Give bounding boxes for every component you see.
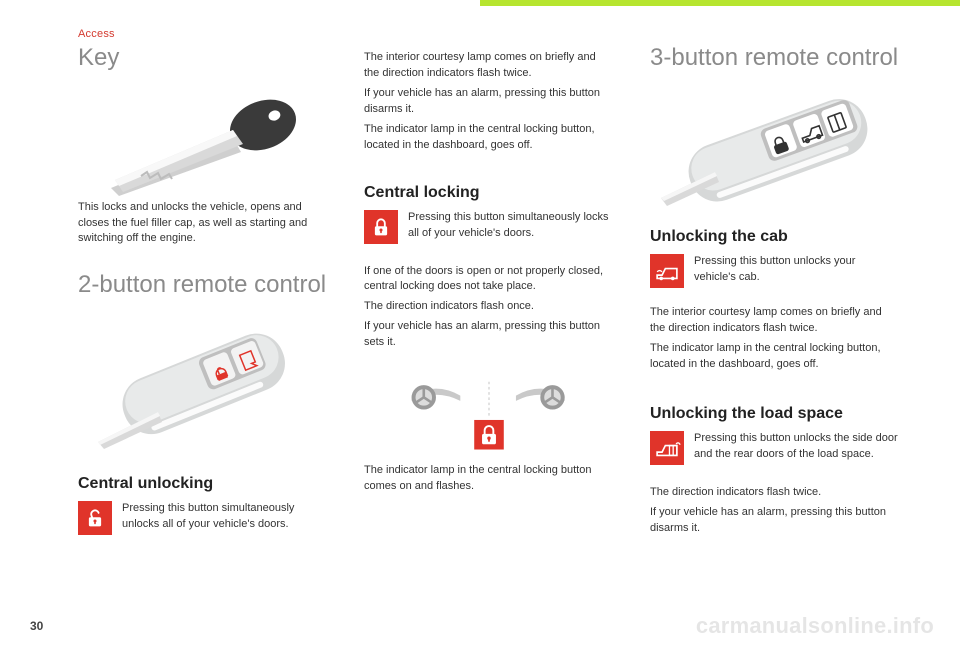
heading-unlock-load: Unlocking the load space [650,405,900,423]
illustration-remote2 [78,307,328,457]
p-comes-on: The indicator lamp in the central lockin… [364,463,614,495]
illustration-key [78,80,328,200]
dashboard-svg [389,363,589,463]
top-accent-bar [480,0,960,6]
cab-text: Pressing this button unlocks your vehicl… [694,254,900,286]
top-bar [0,0,960,18]
cab-icon [650,254,684,288]
section-label: Access [78,28,115,40]
row-unlock-load: Pressing this button unlocks the side do… [650,431,900,467]
remote2-svg [88,307,318,457]
van-cab-icon [653,257,681,285]
p-flash-once: The direction indicators flash once. [364,299,614,315]
padlock-open-icon [82,505,108,531]
heading-central-unlocking: Central unlocking [78,475,328,493]
unlock-text: Pressing this button simultaneously unlo… [122,501,328,533]
illustration-dashboard [364,363,614,463]
p-open-door: If one of the doors is open or not prope… [364,264,614,296]
row-central-locking: Pressing this button simultaneously lock… [364,210,614,246]
page-number: 30 [30,619,43,633]
heading-unlock-cab: Unlocking the cab [650,228,900,246]
lock-text: Pressing this button simultaneously lock… [408,210,614,242]
remote3-svg [655,80,895,210]
p-courtesy2: The interior courtesy lamp comes on brie… [650,305,900,337]
heading-key: Key [78,44,328,72]
p-alarm-set: If your vehicle has an alarm, pressing t… [364,319,614,351]
heading-3button: 3-button remote control [650,44,900,72]
row-unlock-cab: Pressing this button unlocks your vehicl… [650,254,900,290]
lock-icon [364,210,398,244]
column-2: The interior courtesy lamp comes on brie… [364,44,614,609]
column-3: 3-button remote control [650,44,900,609]
key-description: This locks and unlocks the vehicle, open… [78,200,328,248]
load-text: Pressing this button unlocks the side do… [694,431,900,463]
p-courtesy1: The interior courtesy lamp comes on brie… [364,50,614,82]
p-alarm-disarm: If your vehicle has an alarm, pressing t… [364,86,614,118]
load-icon [650,431,684,465]
heading-2button: 2-button remote control [78,271,328,299]
row-central-unlocking: Pressing this button simultaneously unlo… [78,501,328,537]
heading-central-locking: Central locking [364,184,614,202]
content-columns: Key This locks and unloc [78,44,900,609]
p-alarm-disarm2: If your vehicle has an alarm, pressing t… [650,505,900,537]
van-rear-icon [653,434,681,462]
manual-page: Access Key [0,0,960,649]
p-flash-twice: The direction indicators flash twice. [650,485,900,501]
key-svg [93,80,313,200]
unlock-icon [78,501,112,535]
illustration-remote3 [650,80,900,210]
p-dash-off2: The indicator lamp in the central lockin… [650,341,900,373]
column-1: Key This locks and unloc [78,44,328,609]
watermark: carmanualsonline.info [696,613,934,639]
p-dash-off: The indicator lamp in the central lockin… [364,122,614,154]
padlock-closed-icon [368,214,394,240]
